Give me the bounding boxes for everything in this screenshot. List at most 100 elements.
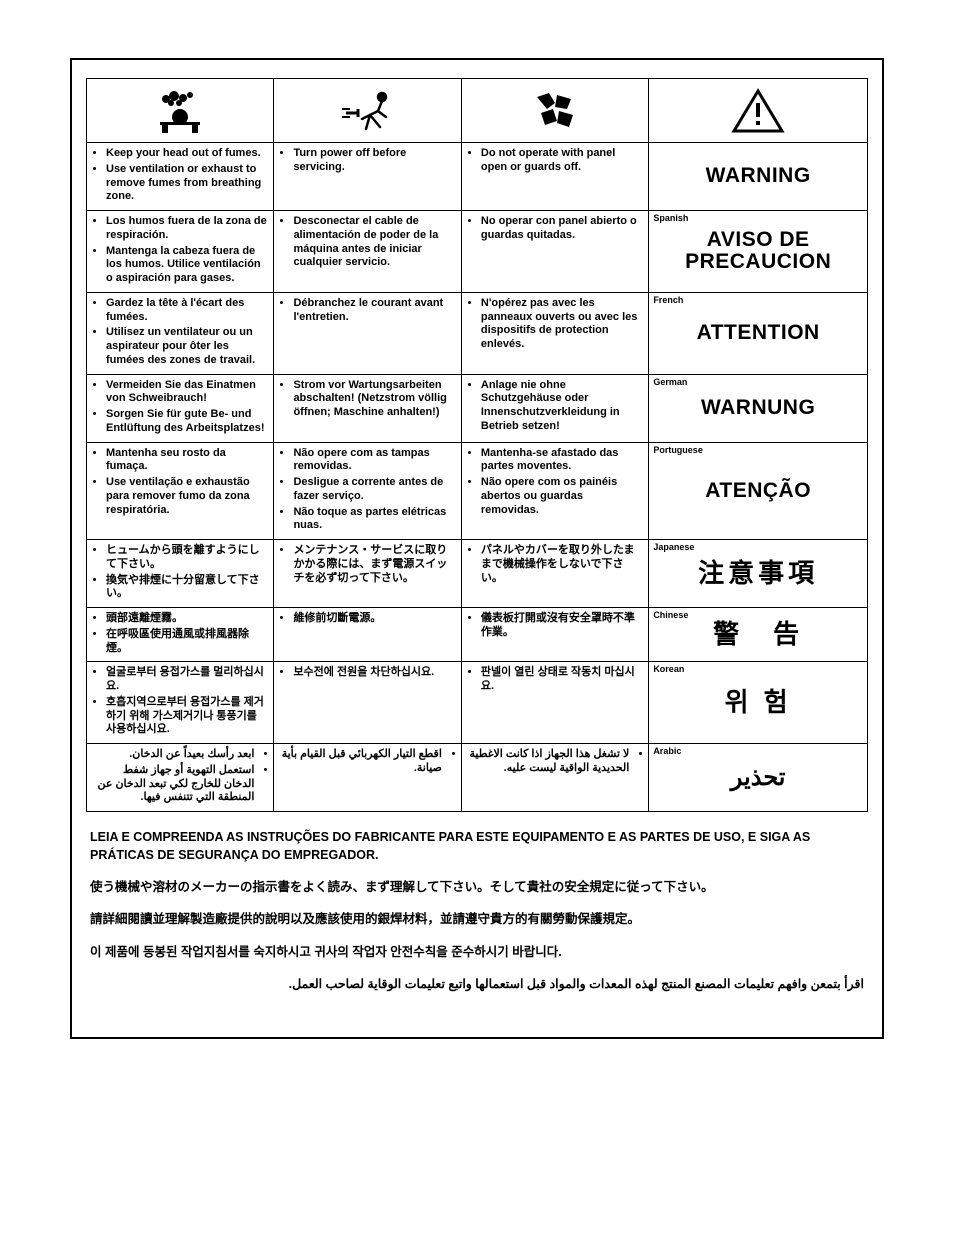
warning-bullet: اقطع التيار الكهربائي قبل القيام بأية صي…	[279, 748, 441, 776]
warning-bullet: Sorgen Sie für gute Be- und Entlüftung d…	[106, 408, 268, 436]
warning-bullet: Não opere com as tampas removidas.	[293, 447, 455, 475]
warning-cell: Gardez la tête à l'écart des fumées.Util…	[87, 292, 274, 374]
warning-bullet: Mantenga la cabeza fuera de los humos. U…	[106, 245, 268, 286]
warning-cell: Anlage nie ohne Schutzgehäuse oder Innen…	[461, 374, 648, 442]
warning-label-cell: Arabic تحذير	[649, 744, 868, 812]
warning-bullet: Débranchez le courant avant l'entretien.	[293, 297, 455, 325]
warning-bullet: Mantenha seu rosto da fumaça.	[106, 447, 268, 475]
warning-word: ATTENTION	[653, 322, 863, 344]
warning-bullet: Do not operate with panel open or guards…	[481, 147, 643, 175]
warning-bullet: 換気や排煙に十分留意して下さい。	[106, 574, 268, 602]
warning-bullet: Turn power off before servicing.	[293, 147, 455, 175]
warning-bullet: استعمل التهوية أو جهاز شفط الدخان للخارج…	[92, 764, 254, 805]
warning-bullet: Não opere com os painéis abertos ou guar…	[481, 476, 643, 517]
warning-cell: Do not operate with panel open or guards…	[461, 143, 648, 211]
warning-bullet: لا تشغل هذا الجهاز اذا كانت الاغطية الحد…	[467, 748, 629, 776]
warning-label-cell: Chinese警 告	[649, 608, 868, 662]
warning-word: 警 告	[653, 621, 863, 648]
warning-bullet: ابعد رأسك بعيداً عن الدخان.	[92, 748, 254, 762]
warning-cell: ヒュームから頭を離すようにして下さい。換気や排煙に十分留意して下さい。	[87, 540, 274, 608]
warning-word: 위 험	[653, 689, 863, 716]
warning-bullet: Utilisez un ventilateur ou un aspirateur…	[106, 326, 268, 367]
warning-triangle-icon	[649, 79, 868, 143]
warning-bullet: Keep your head out of fumes.	[106, 147, 268, 161]
warning-label-cell: Spanish AVISO DE PRECAUCION	[649, 211, 868, 293]
warning-bullet: 호흡지역으로부터 용접가스를 제거하기 위해 가스제거기나 통풍기를 사용하십시…	[106, 696, 268, 737]
warning-bullet: Desligue a corrente antes de fazer servi…	[293, 476, 455, 504]
warning-cell: Mantenha-se afastado das partes moventes…	[461, 442, 648, 540]
footer-line: 이 제품에 동봉된 작업지침서를 숙지하시고 귀사의 작업자 안전수칙을 준수하…	[90, 943, 864, 961]
language-tag: Arabic	[653, 746, 681, 757]
warning-label-cell: WARNING	[649, 143, 868, 211]
warning-bullet: Anlage nie ohne Schutzgehäuse oder Innen…	[481, 379, 643, 434]
warning-bullet: 維修前切斷電源。	[293, 612, 455, 626]
warning-cell: 얼굴로부터 용접가스를 멀리하십시요.호흡지역으로부터 용접가스를 제거하기 위…	[87, 662, 274, 744]
warning-bullet: 儀表板打開或沒有安全罩時不準作業。	[481, 612, 643, 640]
warning-cell: اقطع التيار الكهربائي قبل القيام بأية صي…	[274, 744, 461, 812]
warning-cell: 頭部遠離煙霧。在呼吸區使用通風或排風器除煙。	[87, 608, 274, 662]
warning-bullet: Vermeiden Sie das Einatmen von Schweibra…	[106, 379, 268, 407]
warning-cell: パネルやカバーを取り外したままで機械操作をしないで下さい。	[461, 540, 648, 608]
warning-cell: لا تشغل هذا الجهاز اذا كانت الاغطية الحد…	[461, 744, 648, 812]
warning-cell: N'opérez pas avec les panneaux ouverts o…	[461, 292, 648, 374]
warning-word: AVISO DE PRECAUCION	[653, 229, 863, 273]
warning-label-cell: Portuguese ATENÇÃO	[649, 442, 868, 540]
warning-bullet: Mantenha-se afastado das partes moventes…	[481, 447, 643, 475]
warning-bullet: 在呼吸區使用通風或排風器除煙。	[106, 628, 268, 656]
language-tag: Chinese	[653, 610, 688, 621]
panel-guard-icon	[461, 79, 648, 143]
warning-cell: 維修前切斷電源。	[274, 608, 461, 662]
warning-cell: ابعد رأسك بعيداً عن الدخان. استعمل التهوي…	[87, 744, 274, 812]
language-tag: Spanish	[653, 213, 688, 224]
warning-cell: No operar con panel abierto o guardas qu…	[461, 211, 648, 293]
warning-bullet: 보수전에 전원을 차단하십시요.	[293, 666, 455, 680]
warning-word: WARNING	[653, 165, 863, 187]
warning-bullet: Use ventilação e exhaustão para remover …	[106, 476, 268, 517]
warning-word: ATENÇÃO	[653, 480, 863, 502]
warning-cell: Mantenha seu rosto da fumaça.Use ventila…	[87, 442, 274, 540]
warning-label-cell: Korean 위 험	[649, 662, 868, 744]
power-off-icon	[274, 79, 461, 143]
warning-cell: Não opere com as tampas removidas.Deslig…	[274, 442, 461, 540]
warning-cell: 판넬이 열린 상태로 작동치 마십시요.	[461, 662, 648, 744]
warning-bullet: No operar con panel abierto o guardas qu…	[481, 215, 643, 243]
footer-line: 使う機械や溶材のメーカーの指示書をよく読み、まず理解して下さい。そして貴社の安全…	[90, 878, 864, 896]
warning-bullet: パネルやカバーを取り外したままで機械操作をしないで下さい。	[481, 544, 643, 585]
warning-bullet: Gardez la tête à l'écart des fumées.	[106, 297, 268, 325]
document-frame: Keep your head out of fumes. Use ventilat…	[70, 58, 884, 1039]
warning-word: 注意事項	[653, 560, 863, 587]
footer-line: 請詳細閱讀並理解製造廠提供的說明以及應該使用的銀焊材料，並請遵守貴方的有關勞動保…	[90, 910, 864, 928]
footer-line: LEIA E COMPREENDA AS INSTRUÇÕES DO FABRI…	[90, 828, 864, 864]
warning-cell: Turn power off before servicing.	[274, 143, 461, 211]
warning-label-cell: Japanese 注意事項	[649, 540, 868, 608]
warning-table: Keep your head out of fumes. Use ventilat…	[86, 78, 868, 812]
warning-cell: 보수전에 전원을 차단하십시요.	[274, 662, 461, 744]
warning-cell: Vermeiden Sie das Einatmen von Schweibra…	[87, 374, 274, 442]
warning-bullet: Não toque as partes elétricas nuas.	[293, 506, 455, 534]
language-tag: Portuguese	[653, 445, 703, 456]
page: Keep your head out of fumes. Use ventilat…	[0, 0, 954, 1079]
warning-label-cell: French ATTENTION	[649, 292, 868, 374]
warning-cell: Los humos fuera de la zona de respiració…	[87, 211, 274, 293]
warning-label-cell: German WARNUNG	[649, 374, 868, 442]
language-tag: German	[653, 377, 687, 388]
warning-bullet: Desconectar el cable de alimentación de …	[293, 215, 455, 270]
language-tag: French	[653, 295, 683, 306]
warning-bullet: Use ventilation or exhaust to remove fum…	[106, 163, 268, 204]
fumes-icon	[87, 79, 274, 143]
language-tag: Japanese	[653, 542, 694, 553]
warning-bullet: 얼굴로부터 용접가스를 멀리하십시요.	[106, 666, 268, 694]
warning-cell: Débranchez le courant avant l'entretien.	[274, 292, 461, 374]
footer-instructions: LEIA E COMPREENDA AS INSTRUÇÕES DO FABRI…	[86, 812, 868, 993]
warning-cell: 儀表板打開或沒有安全罩時不準作業。	[461, 608, 648, 662]
warning-word: WARNUNG	[653, 397, 863, 419]
warning-cell: Keep your head out of fumes. Use ventilat…	[87, 143, 274, 211]
warning-bullet: Los humos fuera de la zona de respiració…	[106, 215, 268, 243]
footer-line: اقرأ بتمعن وافهم تعليمات المصنع المنتج ل…	[90, 975, 864, 993]
language-tag: Korean	[653, 664, 684, 675]
warning-cell: Desconectar el cable de alimentación de …	[274, 211, 461, 293]
warning-cell: メンテナンス・サービスに取りかかる際には、まず電源スイッチを必ず切って下さい。	[274, 540, 461, 608]
warning-bullet: メンテナンス・サービスに取りかかる際には、まず電源スイッチを必ず切って下さい。	[293, 544, 455, 585]
warning-bullet: Strom vor Wartungsarbeiten abschalten! (…	[293, 379, 455, 420]
warning-word: تحذير	[653, 765, 863, 790]
